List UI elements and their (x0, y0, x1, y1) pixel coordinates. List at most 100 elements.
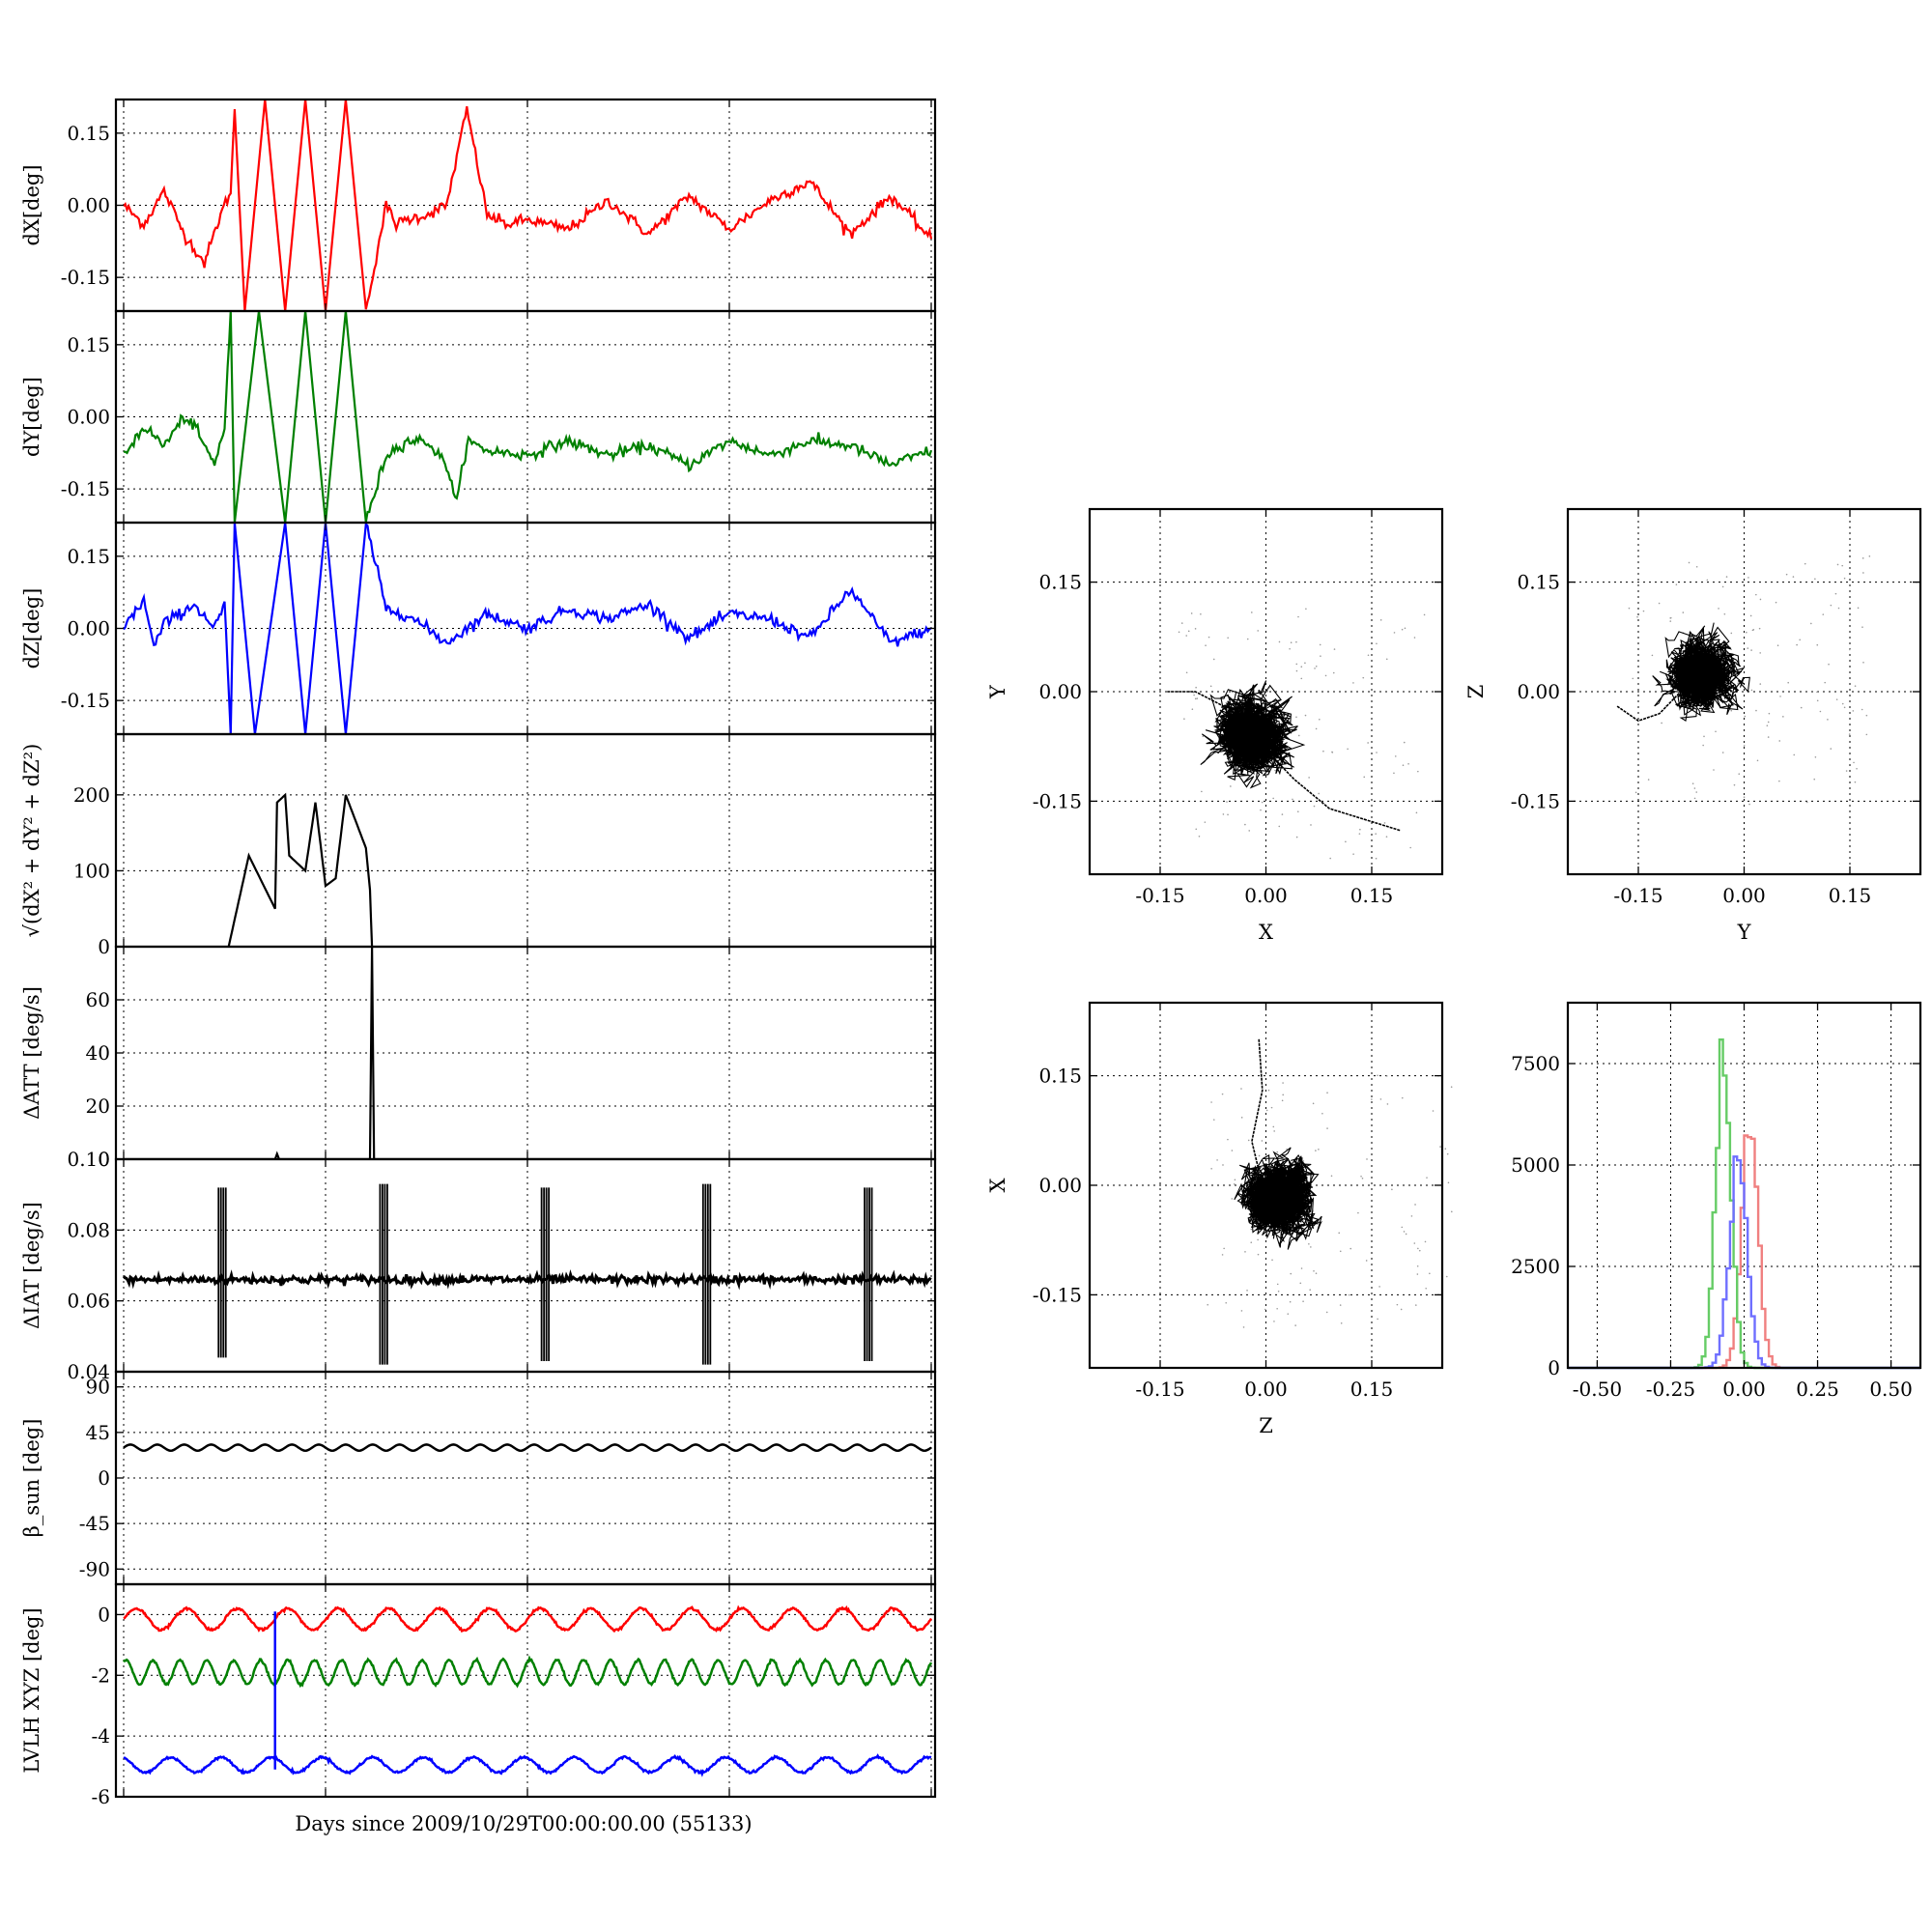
scatter-faint-point (1231, 691, 1234, 694)
scatter-faint-point (1194, 628, 1197, 630)
scatter-faint-point (1319, 718, 1321, 721)
scatter-faint-point (1272, 797, 1274, 800)
series-line-dX (123, 99, 933, 311)
panel-dIAT: 0.10 0.08 0.06 0.04 ΔIAT [deg/s] (20, 1148, 937, 1383)
scatter-faint-point (1357, 1211, 1359, 1214)
panel-histogram: -0.50 -0.25 0.00 0.25 0.50 7500 5000 2500 0 (1511, 1001, 1922, 1401)
scatter-faint-point (1265, 1109, 1268, 1112)
scatter-faint-point (1246, 638, 1249, 640)
scatter-faint-point (1718, 608, 1719, 610)
scatter-faint-point (1210, 1167, 1212, 1170)
scatter-faint-point (1755, 593, 1757, 596)
scatter-faint-point (1257, 630, 1260, 632)
scatter-faint-point (1429, 1272, 1431, 1275)
scatter-faint-point (1305, 608, 1307, 611)
scatter-faint-point (1315, 727, 1318, 730)
scatter-faint-point (1358, 833, 1361, 835)
panel-scatter_zx: -0.15 -0.15 0.00 0.00 0.15 0.15 Z X (986, 1001, 1453, 1437)
iat-spike (540, 1187, 551, 1361)
scatter-faint-point (1240, 1310, 1243, 1312)
scatter-faint-point (1816, 691, 1818, 694)
scatter-faint-point (1853, 761, 1855, 764)
ytick-label: 0.15 (67, 122, 110, 145)
scatter-faint-point (1723, 612, 1726, 615)
scatter-faint-point (1377, 1318, 1378, 1321)
scatter-faint-point (1326, 1127, 1328, 1129)
scatter-faint-point (1796, 643, 1798, 646)
scatter-faint-point (1330, 1175, 1333, 1178)
xtick-label: 0.25 (1796, 1378, 1839, 1401)
scatter-faint-point (1185, 671, 1188, 674)
scatter-faint-point (1194, 697, 1197, 700)
scatter-faint-point (1208, 636, 1210, 639)
scatter-faint-point (1748, 803, 1750, 806)
scatter-faint-point (1261, 1140, 1264, 1142)
ytick-label: 60 (86, 988, 110, 1011)
scatter-faint-point (1759, 683, 1762, 685)
scatter-faint-point (1418, 1249, 1421, 1252)
ytick-label: -90 (79, 1557, 110, 1580)
scatter-faint-point (1244, 1251, 1246, 1253)
scatter-faint-point (1746, 631, 1747, 634)
scatter-faint-point (1400, 1308, 1403, 1311)
scatter-faint-point (1363, 776, 1366, 779)
scatter-faint-point (1300, 677, 1303, 680)
scatter-faint-point (1423, 613, 1426, 616)
scatter-faint-point (1212, 658, 1215, 661)
scatter-faint-point (1750, 649, 1752, 651)
scatter-faint-point (1278, 825, 1281, 828)
scatter-faint-point (1756, 759, 1759, 762)
scatter-faint-point (1778, 740, 1781, 742)
scatter-faint-point (1360, 1175, 1362, 1178)
scatter-faint-point (1747, 647, 1749, 649)
scatter-faint-point (1413, 637, 1416, 639)
scatter-faint-point (1814, 755, 1817, 758)
ytick-label: -0.15 (61, 266, 110, 289)
ytick-label: 7500 (1511, 1052, 1560, 1075)
scatter-faint-point (1221, 1254, 1224, 1256)
ytick-label: 0.00 (1038, 1174, 1082, 1197)
scatter-faint-point (1347, 748, 1349, 751)
scatter-faint-point (1379, 619, 1382, 621)
ytick-label: 0 (98, 1466, 110, 1490)
scatter-faint-point (1365, 1260, 1368, 1262)
scatter-faint-point (1196, 697, 1199, 699)
scatter-faint-point (1359, 828, 1361, 831)
scatter-faint-point (1758, 627, 1761, 630)
scatter-faint-point (1295, 663, 1298, 666)
scatter-faint-point (1375, 833, 1377, 835)
xlabel-scatter_yz: Y (1737, 921, 1752, 944)
scatter-faint-point (1258, 1154, 1261, 1157)
scatter-faint-point (1294, 1324, 1296, 1326)
scatter-faint-point (1379, 1098, 1382, 1100)
scatter-faint-point (1409, 846, 1411, 849)
scatter-faint-point (1862, 572, 1864, 574)
scatter-faint-point (1834, 592, 1837, 595)
scatter-faint-point (1634, 791, 1637, 794)
scatter-faint-point (1403, 1231, 1406, 1233)
iat-spike (379, 1183, 388, 1365)
scatter-faint-point (1246, 1290, 1248, 1292)
scatter-faint-point (1339, 1304, 1342, 1306)
scatter-faint-point (1413, 1242, 1416, 1244)
ylabel-dZ: dZ[deg] (20, 588, 43, 669)
scatter-faint-point (1868, 555, 1871, 557)
scatter-faint-point (1319, 643, 1321, 646)
scatter-faint-point (1426, 1177, 1428, 1179)
scatter-faint-point (1432, 1110, 1435, 1112)
scatter-faint-point (1658, 602, 1661, 605)
scatter-faint-point (1843, 577, 1846, 580)
scatter-faint-point (1302, 1160, 1305, 1162)
scatter-faint-point (1366, 1158, 1368, 1160)
scatter-faint-point (1766, 724, 1769, 726)
scatter-faint-point (1721, 752, 1724, 753)
scatter-faint-point (1270, 1106, 1273, 1109)
ytick-label: 45 (86, 1421, 110, 1444)
scatter-faint-point (1702, 744, 1704, 747)
scatter-faint-point (1385, 658, 1388, 661)
scatter-faint-point (1193, 694, 1195, 696)
scatter-faint-point (1200, 612, 1202, 615)
panel-lvlh: 0 -2 -4 -6 LVLH XYZ [deg] (20, 1582, 937, 1808)
xtick-label: -0.15 (1135, 1378, 1184, 1401)
scatter-faint-point (1198, 835, 1201, 838)
